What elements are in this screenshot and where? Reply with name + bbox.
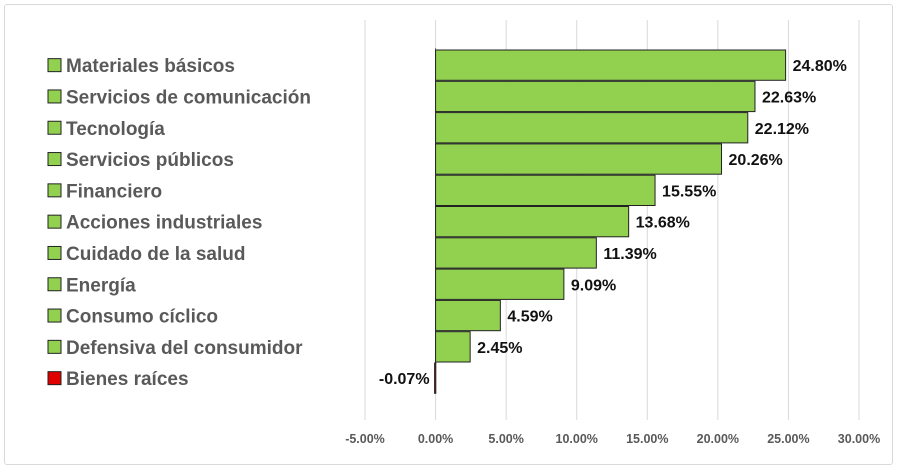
x-tick-label: 30.00% bbox=[838, 432, 880, 446]
legend-swatch bbox=[47, 245, 62, 260]
data-label: 13.68% bbox=[636, 215, 690, 232]
legend-swatch bbox=[47, 120, 62, 135]
legend-swatch bbox=[47, 58, 62, 73]
bar bbox=[435, 49, 787, 81]
value-labels: 24.80% 22.63% 22.12% 20.26% 15.55% 13.68% 11.3… bbox=[379, 58, 847, 388]
data-label: 11.39% bbox=[603, 246, 656, 263]
bar bbox=[435, 299, 501, 332]
data-label: 9.09% bbox=[571, 277, 616, 294]
bar bbox=[435, 268, 565, 300]
legend-swatch bbox=[47, 277, 62, 292]
category-label: Financiero bbox=[66, 181, 162, 202]
category-label: Energía bbox=[66, 275, 136, 296]
legend-swatch bbox=[47, 371, 62, 386]
category-label: Tecnología bbox=[66, 119, 165, 140]
bar bbox=[435, 331, 471, 363]
category-label: Defensiva del consumidor bbox=[66, 338, 303, 359]
x-tick-label: -5.00% bbox=[345, 432, 385, 446]
category-label: Bienes raíces bbox=[66, 369, 189, 390]
data-label: 2.45% bbox=[477, 340, 522, 357]
category-label: Servicios públicos bbox=[66, 150, 234, 171]
x-tick-label: 10.00% bbox=[556, 432, 598, 446]
bar bbox=[435, 174, 656, 206]
data-label: 20.26% bbox=[729, 152, 783, 169]
legend-swatch bbox=[47, 183, 62, 198]
legend-swatch bbox=[47, 89, 62, 104]
category-label: Servicios de comunicación bbox=[66, 87, 311, 108]
data-label: 22.12% bbox=[755, 121, 809, 138]
x-tick-label: 20.00% bbox=[697, 432, 739, 446]
data-label: -0.07% bbox=[379, 371, 430, 388]
bar bbox=[435, 206, 630, 238]
category-label: Cuidado de la salud bbox=[66, 244, 245, 265]
x-tick-label: 25.00% bbox=[767, 432, 809, 446]
x-axis-tick-labels: -5.00% 0.00% 5.00% 10.00% 15.00% 20.00% 25.00%… bbox=[345, 432, 880, 446]
bar bbox=[434, 362, 437, 394]
legend: Materiales básicos Servicios de comunicac… bbox=[47, 56, 311, 390]
bar bbox=[435, 237, 597, 269]
data-label: 24.80% bbox=[793, 58, 847, 75]
category-label: Acciones industriales bbox=[66, 213, 262, 234]
category-label: Materiales básicos bbox=[66, 56, 235, 77]
bar bbox=[435, 112, 749, 144]
bars bbox=[434, 49, 787, 394]
legend-swatch bbox=[47, 152, 62, 167]
legend-swatch bbox=[47, 339, 62, 354]
data-label: 15.55% bbox=[662, 183, 716, 200]
data-label: 4.59% bbox=[507, 309, 552, 326]
category-label: Consumo cíclico bbox=[66, 307, 218, 328]
x-tick-label: 15.00% bbox=[626, 432, 668, 446]
bar bbox=[435, 80, 756, 113]
legend-swatch bbox=[47, 308, 62, 323]
x-tick-label: 5.00% bbox=[488, 432, 523, 446]
data-label: 22.63% bbox=[762, 89, 816, 106]
bar bbox=[435, 143, 723, 175]
x-tick-label: 0.00% bbox=[418, 432, 453, 446]
legend-swatch bbox=[47, 214, 62, 229]
